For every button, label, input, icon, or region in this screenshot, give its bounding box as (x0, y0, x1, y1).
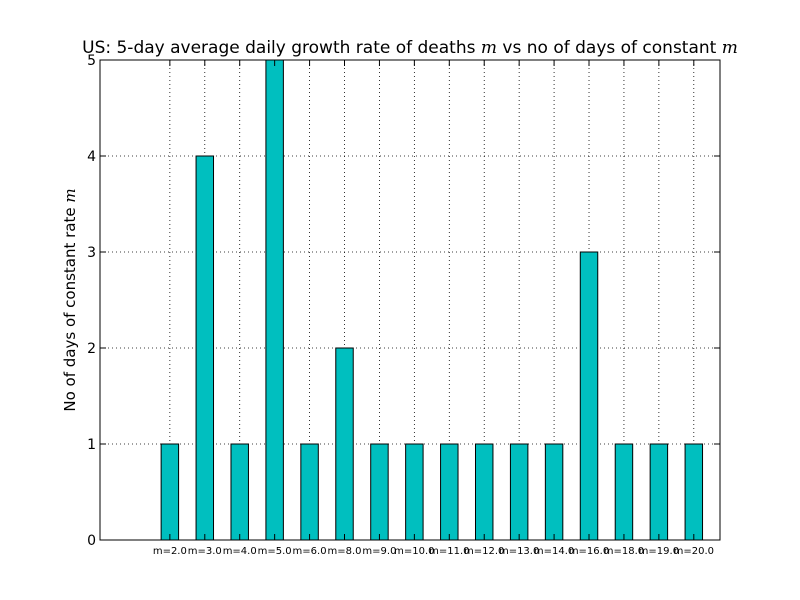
x-tick-label: m=6.0 (293, 546, 327, 557)
bar-m=5.0 (265, 59, 284, 541)
bar-m=3.0 (195, 155, 215, 541)
chart-title-prefix: US: 5-day average daily growth rate of d… (82, 38, 481, 58)
chart-title: US: 5-day average daily growth rate of d… (82, 38, 738, 58)
x-tick-label: m=18.0 (604, 546, 644, 557)
x-tick-label: m=11.0 (429, 546, 469, 557)
x-tick-label: m=3.0 (188, 546, 222, 557)
y-tick-label: 0 (87, 533, 96, 549)
bar-m=4.0 (230, 443, 249, 541)
bar-m=14.0 (544, 443, 564, 541)
bar-m=18.0 (614, 443, 634, 541)
x-tick-label: m=9.0 (362, 546, 396, 557)
x-tick-labels: m=2.0 m=3.0 m=4.0 m=5.0 m=6.0 m=8.0 m=9.0m=10.… (153, 546, 714, 557)
bar-m=9.0 (370, 443, 389, 541)
bar-m=8.0 (335, 347, 354, 541)
x-tick-label: m=14.0 (534, 546, 574, 557)
bar-m=20.0 (684, 443, 704, 541)
x-tick-label: m=5.0 (258, 546, 292, 557)
chart-title-var-1: m (481, 38, 497, 58)
x-tick-label: m=16.0 (569, 546, 609, 557)
y-tick-label: 1 (87, 437, 96, 453)
y-tick-labels: 0 1 2 3 4 5 (87, 53, 96, 549)
bar-m=11.0 (440, 443, 459, 541)
bars (160, 59, 704, 541)
bar-m=2.0 (160, 443, 180, 541)
x-tick-label: m=20.0 (674, 546, 714, 557)
bar-m=10.0 (405, 443, 424, 541)
y-tick-label: 5 (87, 53, 96, 69)
x-tick-label: m=4.0 (223, 546, 257, 557)
bar-m=12.0 (474, 443, 494, 541)
bar-m=19.0 (649, 443, 669, 541)
bar-m=6.0 (300, 443, 319, 541)
chart-title-middle: vs no of days of constant (497, 38, 722, 58)
x-tick-label: m=19.0 (639, 546, 679, 557)
y-axis-label-var: m (61, 188, 79, 202)
bar-m=13.0 (509, 443, 529, 541)
x-tick-label: m=8.0 (327, 546, 361, 557)
y-tick-label: 3 (87, 245, 96, 261)
y-tick-label: 4 (87, 149, 96, 165)
chart-title-var-2: m (722, 38, 738, 58)
y-axis-label: No of days of constant rate m (61, 188, 79, 411)
x-tick-label: m=12.0 (464, 546, 504, 557)
axis-ticks (100, 59, 720, 541)
x-tick-label: m=10.0 (394, 546, 434, 557)
y-axis-label-prefix: No of days of constant rate (61, 203, 79, 412)
y-tick-label: 2 (87, 341, 96, 357)
x-tick-label: m=13.0 (499, 546, 539, 557)
plot-area-frame (99, 59, 721, 541)
bar-m=16.0 (579, 251, 599, 541)
x-tick-label: m=2.0 (153, 546, 187, 557)
